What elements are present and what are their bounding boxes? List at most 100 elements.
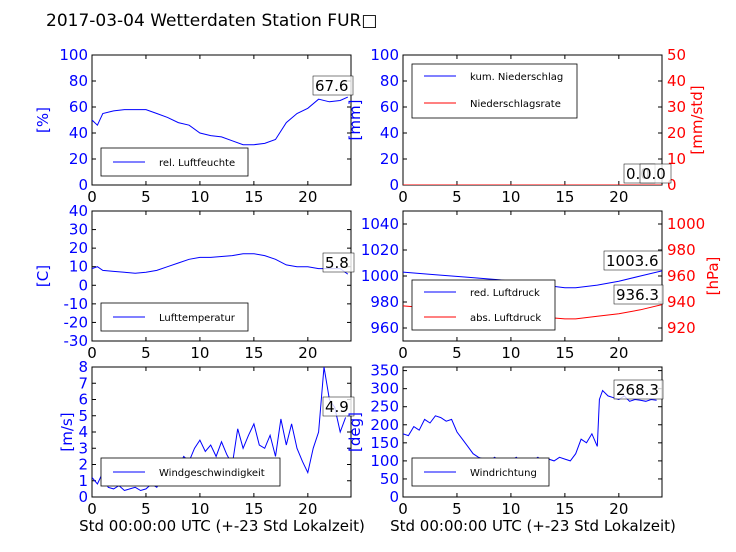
x-axis-label-right: Std 00:00:00 UTC (+-23 Std Lokalzeit) — [390, 517, 676, 535]
y-tick-label: 1040 — [361, 215, 399, 233]
x-tick-label: 5 — [141, 188, 151, 206]
value-annotation: 0.0 — [642, 165, 666, 183]
x-tick-label: 10 — [501, 344, 520, 362]
y-tick-label: 4 — [78, 423, 88, 441]
y2-tick-label: 10 — [667, 150, 686, 168]
y2-axis-label: [mm/std] — [688, 85, 706, 154]
legend-box — [100, 147, 249, 177]
y-tick-label: 150 — [370, 434, 399, 452]
y-axis-label: [m/s] — [58, 412, 76, 451]
value-annotation-box — [322, 396, 355, 417]
y-axis-label: [%] — [34, 107, 52, 133]
value-annotation-box — [322, 252, 355, 273]
x-tick-label: 20 — [298, 344, 317, 362]
x-tick-label: 10 — [190, 188, 209, 206]
y-axis-label: [mm] — [346, 100, 364, 141]
y-tick-label: 50 — [380, 470, 399, 488]
y-tick-label: 60 — [69, 98, 88, 116]
y-tick-label: 20 — [380, 150, 399, 168]
y-tick-label: 0 — [78, 276, 88, 294]
chart-windspeed: 0 5 10 15 20012345678[m/s]Windgeschwindigkei… — [58, 358, 355, 518]
y2-tick-label: 940 — [667, 293, 696, 311]
y-tick-label: 30 — [69, 221, 88, 239]
y-tick-label: 20 — [69, 150, 88, 168]
x-axis-label-left: Std 00:00:00 UTC (+-23 Std Lokalzeit) — [79, 517, 365, 535]
y-axis-label: [C] — [34, 265, 52, 287]
y2-tick-label: 40 — [667, 72, 686, 90]
value-annotation-box — [613, 284, 664, 305]
y2-tick-label: 0 — [667, 176, 677, 194]
y-tick-label: 100 — [59, 46, 88, 64]
y-tick-label: 6 — [78, 391, 88, 409]
y2-tick-label: 980 — [667, 241, 696, 259]
y-tick-label: 40 — [69, 124, 88, 142]
y-tick-label: 40 — [380, 124, 399, 142]
x-tick-label: 5 — [141, 500, 151, 518]
y-tick-label: 7 — [78, 374, 88, 392]
value-annotation-box — [613, 379, 664, 400]
x-tick-label: 20 — [609, 500, 628, 518]
x-tick-label: 15 — [244, 188, 263, 206]
x-tick-label: 20 — [298, 188, 317, 206]
y-tick-label: 40 — [69, 202, 88, 220]
y2-axis-label: [hPa] — [704, 257, 722, 296]
value-annotation: 4.9 — [325, 398, 349, 416]
series-line-temperature-0 — [92, 253, 349, 275]
chart-precip: 0 5 10 15 20 0 20 40 60 80 100 0 10 20 30 40 50 [mm] [mm/s… — [346, 46, 706, 206]
x-tick-label: 5 — [141, 344, 151, 362]
x-tick-label: 0 — [87, 344, 97, 362]
y-tick-label: 980 — [370, 293, 399, 311]
x-tick-label: 10 — [501, 500, 520, 518]
x-tick-label: 0 — [87, 188, 97, 206]
y-tick-label: -10 — [64, 295, 89, 313]
y2-tick-label: 20 — [667, 124, 686, 142]
y-tick-label: 300 — [370, 380, 399, 398]
x-tick-label: 20 — [609, 188, 628, 206]
legend-label: abs. Luftdruck — [470, 313, 541, 324]
legend-label: Lufttemperatur — [159, 313, 236, 324]
y2-tick-label: 30 — [667, 98, 686, 116]
x-tick-label: 10 — [190, 344, 209, 362]
value-annotation: 67.6 — [315, 77, 348, 95]
chart-temperature: 0 5 10 15 20-30-20-10010203040[C]Lufttempera… — [34, 202, 355, 362]
y-tick-label: -20 — [64, 313, 89, 331]
chart-humidity: 0 5 10 15 20 0 20 40 60 80 100 [%] rel. Luftfeuchte 6… — [34, 46, 354, 206]
legend-label: Windgeschwindigkeit — [159, 468, 265, 479]
value-annotation: 5.8 — [325, 254, 349, 272]
x-tick-label: 15 — [555, 188, 574, 206]
value-annotation: 268.3 — [616, 381, 659, 399]
x-tick-label: 5 — [452, 188, 462, 206]
y-tick-label: 0 — [389, 488, 399, 506]
x-tick-label: 15 — [555, 344, 574, 362]
series-line-windspeed-0 — [92, 367, 347, 492]
series-line-humidity-0 — [92, 96, 349, 146]
x-tick-label: 10 — [501, 188, 520, 206]
y-tick-label: 1000 — [361, 267, 399, 285]
value-annotation-box — [312, 75, 354, 96]
legend-box — [411, 63, 578, 119]
chart-winddir: 0 5 10 15 20050100150200250300350[deg]Windri… — [346, 362, 664, 518]
y2-tick-label: 920 — [667, 319, 696, 337]
chart-pressure: 0 5 10 15 20 960 980 1000 1020 1040 920 940 960 980 10… — [361, 210, 722, 362]
x-tick-label: 0 — [398, 188, 408, 206]
y-tick-label: 8 — [78, 358, 88, 376]
legend-label: Windrichtung — [470, 468, 537, 479]
x-tick-label: 15 — [244, 344, 263, 362]
x-tick-label: 10 — [190, 500, 209, 518]
legend-label: red. Luftdruck — [470, 288, 540, 299]
y-tick-label: 80 — [380, 72, 399, 90]
x-tick-label: 20 — [609, 344, 628, 362]
y-tick-label: 1 — [78, 472, 88, 490]
y-tick-label: 1020 — [361, 241, 399, 259]
y-axis-label: [deg] — [346, 412, 364, 452]
page-title: 2017-03-04 Wetterdaten Station FUR□ — [46, 11, 377, 31]
y-tick-label: 10 — [69, 258, 88, 276]
y2-tick-label: 1000 — [667, 215, 705, 233]
legend-label: Niederschlagsrate — [470, 99, 561, 110]
y-tick-label: 250 — [370, 398, 399, 416]
y2-tick-label: 960 — [667, 267, 696, 285]
x-tick-label: 15 — [555, 500, 574, 518]
value-annotation-box — [639, 163, 672, 184]
y-tick-label: 100 — [370, 46, 399, 64]
